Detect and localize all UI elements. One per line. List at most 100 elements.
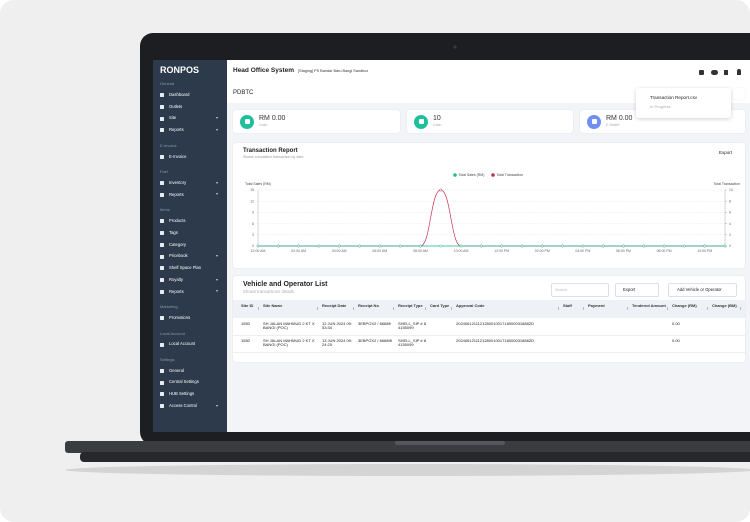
submenu-arrow [216,278,218,281]
sidebar-icon [160,254,164,259]
sidebar-item[interactable]: Inventory [169,179,187,185]
search-box[interactable]: Search [551,283,609,297]
y-tick-label: 9 [252,211,254,215]
sort-icon [740,307,741,310]
sidebar-item[interactable]: Access Control [169,403,198,408]
y2-tick-label: 4 [729,222,731,226]
card-icon-glyph [418,119,424,124]
data-point [419,244,422,248]
sidebar-item[interactable]: Royalty [169,276,183,282]
sidebar-item[interactable]: Category [169,241,186,247]
sidebar-icon [160,93,164,97]
data-point [561,244,564,248]
submenu-arrow [216,193,218,196]
icon-menu[interactable] [724,70,728,75]
icon-user[interactable] [737,69,741,75]
sidebar-item[interactable]: Central Settings [169,379,199,385]
sidebar-item[interactable]: Local Account [169,341,196,347]
legend-label: Total Sales (RM) [459,173,485,177]
x-tick-label: 10:00 AM [454,249,469,253]
y2-tick-label: 10 [729,188,733,192]
sidebar-icon [160,342,164,347]
sidebar-item[interactable]: Products [169,217,186,223]
icon-grid[interactable] [699,70,704,75]
y-tick-label: 6 [252,222,254,226]
sidebar-item[interactable]: Reports [169,288,184,294]
legend-label: Total Transaction [497,173,524,177]
table-cell: 1550 [241,320,250,326]
sidebar-icon [160,316,164,321]
sidebar-item[interactable]: Shelf Space Plan [169,265,202,271]
table-export-label: Export [623,287,636,292]
column-header: Payment [588,303,605,308]
sidebar-section: Local Account [160,330,185,336]
sidebar-icon [160,192,164,197]
column-header: Receipt No [358,303,379,308]
sidebar-item[interactable]: Site [169,115,177,121]
data-point [723,244,727,248]
column-header: Change (RM) [672,303,697,308]
data-point [581,244,585,248]
sidebar-item[interactable]: Reports [169,191,184,197]
submenu-arrow [216,128,218,131]
report-subtitle: Shows cumulative transaction by date [243,154,304,159]
laptop-base [65,441,750,453]
sidebar-icon [160,230,164,235]
data-point [398,244,402,248]
sort-icon [627,307,628,310]
data-point [358,244,361,248]
table-cell: 0.00 [672,320,680,326]
sidebar-item[interactable]: Pricebook [169,253,188,259]
add-button[interactable]: Add Vehicle or Operator [668,283,737,297]
add-button-label: Add Vehicle or Operator [677,287,722,292]
brand: RONPOS [160,65,200,75]
data-point [520,244,524,248]
table-cell: 1550 [241,337,250,343]
legend-marker [453,173,457,177]
sidebar-item[interactable]: Tags [169,229,178,235]
submenu-arrow [216,117,218,120]
sidebar-icon [160,404,164,409]
sidebar-item[interactable]: Dashboard [169,91,190,97]
summary-card: RM 0.00 Cash [233,110,400,133]
x-tick-label: 02:00 AM [291,249,306,253]
sidebar-icon [160,392,164,397]
sidebar-item[interactable]: Promotions [169,315,191,320]
sidebar-icon [160,380,164,385]
sidebar-section: General [160,81,175,86]
sidebar-icon [160,116,164,121]
data-point [297,244,300,248]
card-value: RM 0.00 [606,115,633,122]
sidebar-item[interactable]: Reports [169,127,184,133]
data-point [439,244,443,248]
data-point [662,244,666,248]
data-point [540,244,544,248]
notification-toggle[interactable] [733,88,745,100]
y-axis-title: Total Sales (RM) [245,182,271,186]
sidebar-item[interactable]: General [169,367,184,373]
notification-status: In Progress [650,104,671,109]
sidebar-item[interactable]: Outlets [169,103,183,109]
sort-icon [258,307,259,310]
sidebar-section: Marketing [160,304,178,310]
sidebar-icon [160,128,164,133]
y2-tick-label: 0 [729,244,731,248]
x-tick-label: 10:00 PM [697,249,712,253]
camera [453,45,457,49]
data-point [703,244,707,248]
sidebar-icon [160,181,164,185]
y2-tick-label: 6 [729,211,731,215]
table-cell: 3EBPOX2 / 6668f8 [358,337,392,343]
y2-tick-label: 2 [729,233,731,237]
sidebar-item[interactable]: E-Invoice [169,153,187,159]
table-export[interactable]: Export [615,283,659,297]
export-button[interactable]: Export [719,150,733,155]
sidebar: RONPOS General Dashboard Outlets Site Report… [153,60,227,432]
chart: 0 3 6 9 12 15 0 2 4 6 8 10 Total Sales (RM) Total Tra… [245,173,740,253]
sidebar-item[interactable]: HUB Settings [169,391,195,397]
icon-cloud[interactable] [711,70,718,75]
sort-icon [667,307,668,310]
sidebar-icon [160,368,164,373]
search-placeholder: Search [555,288,568,292]
notification-title: Transaction Report.csv [650,95,698,100]
